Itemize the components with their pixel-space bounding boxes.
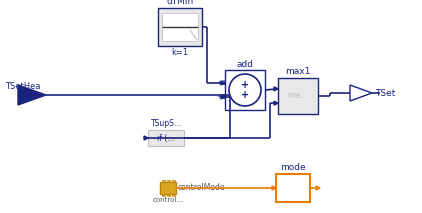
Text: ma...: ma...: [287, 92, 308, 101]
Polygon shape: [221, 81, 225, 85]
FancyBboxPatch shape: [162, 13, 198, 41]
Text: +1: +1: [216, 80, 227, 86]
Text: controlMode: controlMode: [178, 184, 225, 193]
FancyBboxPatch shape: [278, 78, 318, 114]
Polygon shape: [274, 87, 278, 91]
FancyBboxPatch shape: [172, 180, 175, 182]
Text: +1: +1: [216, 94, 227, 100]
FancyBboxPatch shape: [276, 174, 310, 202]
Text: k=1: k=1: [171, 48, 189, 57]
Polygon shape: [272, 186, 276, 190]
Text: if (...: if (...: [157, 134, 175, 142]
Text: add: add: [236, 60, 254, 69]
Polygon shape: [18, 85, 46, 105]
FancyBboxPatch shape: [160, 182, 176, 194]
FancyBboxPatch shape: [172, 194, 175, 196]
Text: control...: control...: [152, 197, 184, 203]
FancyBboxPatch shape: [162, 194, 165, 196]
FancyBboxPatch shape: [162, 180, 165, 182]
Polygon shape: [144, 136, 148, 140]
FancyBboxPatch shape: [158, 8, 202, 46]
Text: TSet: TSet: [375, 88, 395, 98]
Polygon shape: [221, 95, 225, 99]
FancyBboxPatch shape: [225, 70, 265, 110]
Text: dTMin: dTMin: [166, 0, 194, 6]
Text: mode: mode: [280, 163, 306, 172]
Text: +: +: [241, 80, 249, 90]
Text: TSupS...: TSupS...: [151, 119, 181, 128]
FancyBboxPatch shape: [148, 130, 184, 146]
FancyBboxPatch shape: [167, 180, 170, 182]
FancyBboxPatch shape: [167, 194, 170, 196]
Polygon shape: [274, 101, 278, 105]
Polygon shape: [350, 85, 372, 101]
Text: TSetHea: TSetHea: [5, 82, 41, 91]
Text: +: +: [241, 90, 249, 100]
Text: max1: max1: [285, 67, 311, 76]
Polygon shape: [316, 186, 320, 190]
